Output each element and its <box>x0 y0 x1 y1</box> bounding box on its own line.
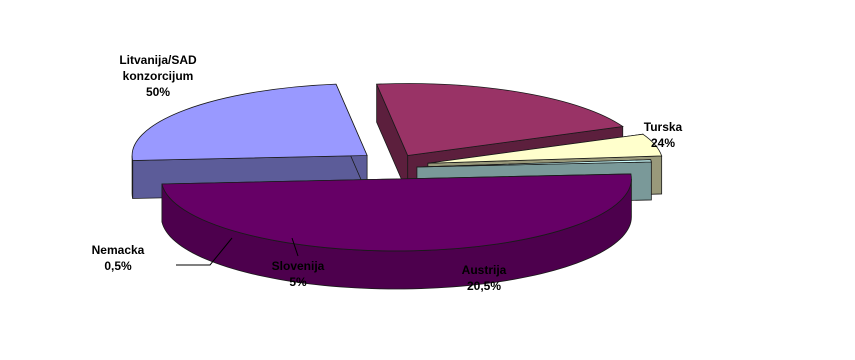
slice-label-nemacka: Nemacka 0,5% <box>92 243 145 273</box>
slice-slovenija <box>427 133 663 164</box>
slice-austrija <box>376 83 624 156</box>
slice-litvanija-sad <box>161 173 632 252</box>
slice-value-turska: 24% <box>651 136 675 150</box>
slice-name-litvanija-sad: Litvanija/SAD <box>119 53 197 67</box>
slice-label-turska: Turska 24% <box>644 120 683 150</box>
slice-name-slovenija: Slovenija <box>272 259 325 273</box>
slice-turska-outer-wall <box>131 155 134 199</box>
slice-nemacka <box>416 159 652 168</box>
slice-value-litvanija-sad: 50% <box>146 85 170 99</box>
slice-name-nemacka: Nemacka <box>92 243 145 257</box>
slice-label-litvanija-sad: Litvanija/SAD konzorcijum 50% <box>119 53 197 99</box>
slice-label-slovenija: Slovenija 5% <box>272 259 325 289</box>
slice-name-litvanija-sad: konzorcijum <box>123 69 194 83</box>
slice-turska <box>131 83 368 161</box>
leader-line-slovenija <box>291 237 299 257</box>
pie-top-layer <box>131 83 663 252</box>
slice-value-austrija: 20,5% <box>467 279 501 293</box>
slice-labels: Litvanija/SAD konzorcijum 50% Turska 24% Aust… <box>92 53 683 293</box>
slice-name-austrija: Austrija <box>462 263 507 277</box>
slice-value-slovenija: 5% <box>289 275 307 289</box>
leader-line-nemacka <box>176 237 233 266</box>
leader-lines <box>176 237 299 266</box>
slice-value-nemacka: 0,5% <box>104 259 132 273</box>
slice-name-turska: Turska <box>644 120 683 134</box>
slice-label-austrija: Austrija 20,5% <box>462 263 507 293</box>
